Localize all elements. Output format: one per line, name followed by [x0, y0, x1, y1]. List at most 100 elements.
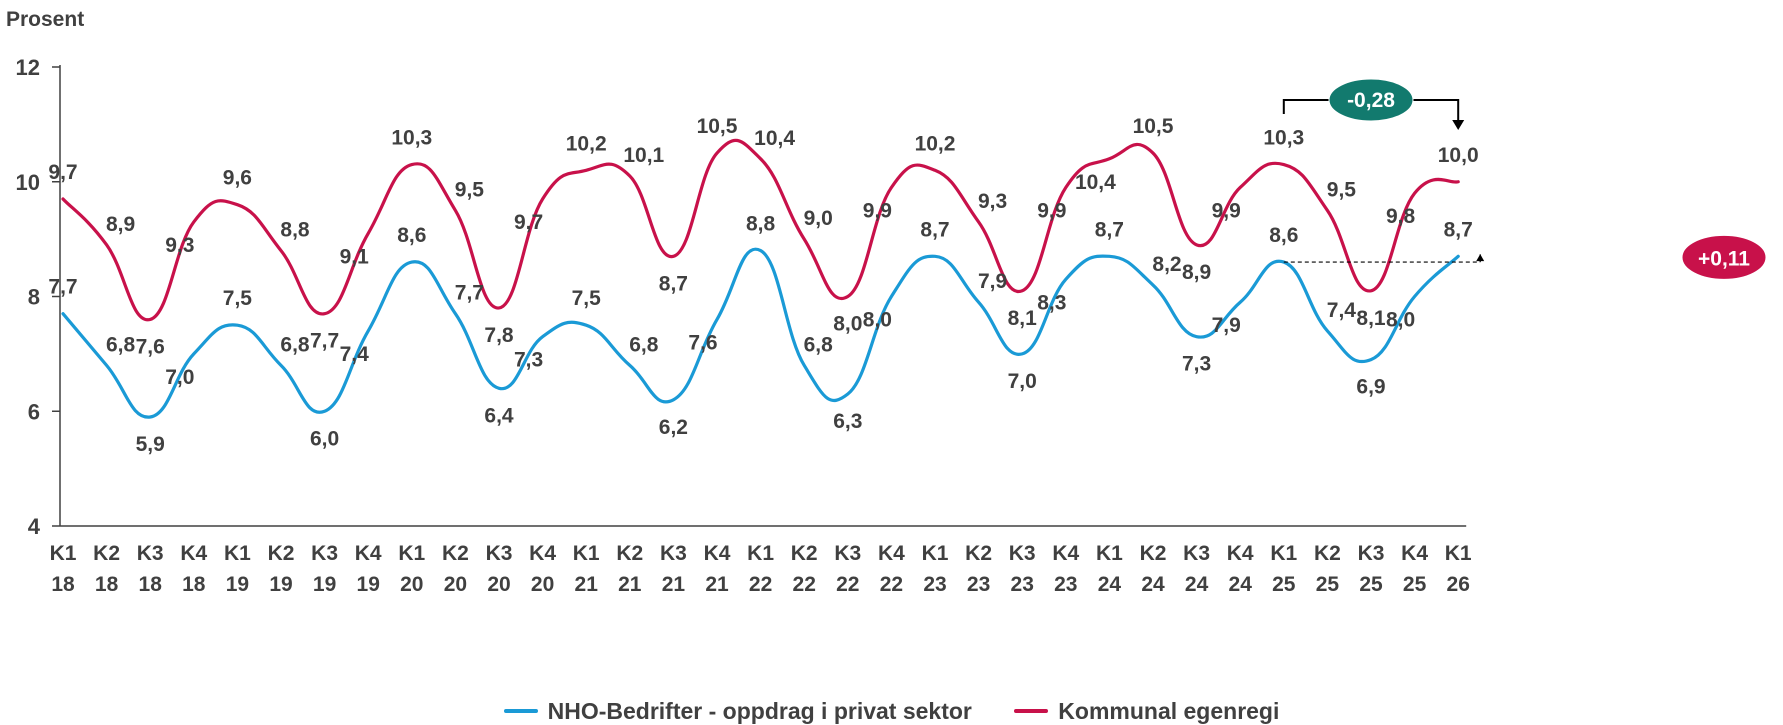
x-tick-label-year: 25 — [1316, 573, 1340, 596]
x-tick-label-year: 18 — [51, 573, 75, 596]
data-label-nho: 7,0 — [1008, 370, 1037, 393]
data-label-nho: 7,9 — [1212, 314, 1241, 337]
y-tick-labels: 4 6 8 10 12 — [16, 55, 41, 539]
data-label-kommunal: 10,2 — [915, 132, 956, 155]
data-label-nho: 7,4 — [1327, 299, 1357, 322]
data-label-kommunal: 10,4 — [754, 127, 795, 150]
blue-change-badge-text: +0,11 — [1698, 247, 1750, 270]
red-change-arrowhead — [1452, 120, 1465, 130]
x-tick-label-year: 25 — [1403, 573, 1427, 596]
x-tick-label-quarter: K1 — [398, 542, 425, 565]
x-tick-label-year: 23 — [1011, 573, 1034, 596]
y-tick-label: 4 — [28, 514, 41, 539]
x-tick-label-year: 19 — [226, 573, 249, 596]
data-label-nho: 6,3 — [833, 410, 862, 433]
x-tick-label-quarter: K2 — [268, 542, 295, 565]
x-tick-label-year: 21 — [575, 573, 599, 596]
y-tick-label: 10 — [16, 170, 40, 195]
y-tick-label: 8 — [28, 285, 40, 310]
data-label-nho: 7,7 — [48, 276, 77, 299]
data-label-nho: 7,4 — [340, 343, 370, 366]
data-label-nho: 8,0 — [863, 309, 892, 332]
data-label-kommunal: 8,9 — [106, 213, 135, 236]
data-label-kommunal: 10,1 — [623, 144, 664, 167]
x-tick-label-year: 24 — [1141, 573, 1165, 596]
series-line-kommunal — [61, 138, 1460, 322]
data-label-kommunal: 9,5 — [455, 178, 485, 201]
data-label-nho: 7,5 — [572, 287, 602, 310]
x-tick-label-quarter: K1 — [922, 542, 949, 565]
data-label-kommunal: 7,6 — [136, 335, 165, 358]
x-tick-label-quarter: K4 — [1052, 542, 1079, 565]
x-tick-label-quarter: K1 — [50, 542, 77, 565]
data-label-kommunal: 9,9 — [1037, 199, 1066, 222]
x-tick-label-quarter: K1 — [573, 542, 600, 565]
x-tick-label-year: 23 — [967, 573, 990, 596]
data-label-nho: 6,4 — [484, 404, 514, 427]
x-tick-label-year: 21 — [662, 573, 686, 596]
data-label-kommunal: 10,3 — [1263, 127, 1304, 150]
data-label-kommunal: 9,1 — [340, 245, 370, 268]
series-line-nho — [61, 247, 1460, 419]
red-change-badge — [1328, 78, 1414, 122]
x-tick-label-quarter: K2 — [1314, 542, 1341, 565]
x-tick-label-quarter: K2 — [1140, 542, 1167, 565]
data-label-nho: 7,6 — [688, 331, 717, 354]
x-tick-label-quarter: K3 — [1009, 542, 1036, 565]
data-label-kommunal: 8,7 — [659, 272, 688, 295]
x-tick-label-quarter: K4 — [878, 542, 905, 565]
x-tick-label-year: 22 — [749, 573, 772, 596]
data-label-kommunal: 8,0 — [833, 313, 862, 336]
red-change-badge-text: -0,28 — [1347, 89, 1395, 112]
x-tick-label-quarter: K4 — [1227, 542, 1254, 565]
x-tick-label-quarter: K4 — [355, 542, 382, 565]
x-tick-label-quarter: K3 — [660, 542, 687, 565]
x-tick-label-year: 21 — [618, 573, 642, 596]
x-tick-label-year: 22 — [880, 573, 903, 596]
data-label-kommunal: 8,9 — [1182, 261, 1211, 284]
x-tick-label-year: 25 — [1359, 573, 1383, 596]
data-label-kommunal: 9,0 — [804, 207, 833, 230]
x-tick-label-year: 19 — [357, 573, 380, 596]
x-tick-label-year: 18 — [95, 573, 119, 596]
data-label-nho: 8,7 — [920, 218, 949, 241]
x-tick-label-quarter: K3 — [311, 542, 338, 565]
data-label-kommunal: 9,3 — [978, 190, 1007, 213]
data-label-nho: 8,7 — [1444, 218, 1473, 241]
change-annotations: -0,28 +0,11 — [1282, 78, 1767, 280]
x-tick-label-quarter: K1 — [1270, 542, 1297, 565]
data-label-nho: 7,5 — [223, 287, 253, 310]
data-label-nho: 8,8 — [746, 213, 776, 236]
x-tick-label-quarter: K2 — [791, 542, 818, 565]
data-label-kommunal: 10,5 — [1133, 115, 1174, 138]
data-label-nho: 7,7 — [455, 282, 484, 305]
data-label-nho: 6,8 — [629, 333, 659, 356]
data-label-kommunal: 9,7 — [48, 161, 77, 184]
data-label-nho: 6,8 — [804, 333, 834, 356]
x-tick-label-year: 20 — [444, 573, 467, 596]
legend-label-blue: NHO-Bedrifter - oppdrag i privat sektor — [547, 697, 972, 724]
x-tick-label-quarter: K3 — [486, 542, 513, 565]
x-tick-label-year: 22 — [836, 573, 859, 596]
data-label-kommunal: 9,8 — [1386, 205, 1416, 228]
line-chart: 4 6 8 10 12 K1 18 K2 18 K3 18 K4 18 K1 19 K2 19 K3 19 K4 19… — [16, 55, 1767, 596]
x-tick-label-year: 18 — [139, 573, 163, 596]
data-label-kommunal: 7,8 — [484, 324, 514, 347]
x-tick-label-year: 22 — [793, 573, 816, 596]
x-tick-label-year: 18 — [182, 573, 206, 596]
y-tick-label: 6 — [28, 399, 40, 424]
x-tick-label-year: 25 — [1272, 573, 1296, 596]
x-tick-label-quarter: K2 — [93, 542, 120, 565]
y-axis-unit-label: Prosent — [6, 8, 85, 31]
x-tick-label-quarter: K4 — [1401, 542, 1428, 565]
x-tick-label-year: 21 — [705, 573, 729, 596]
x-tick-label-quarter: K3 — [834, 542, 861, 565]
data-label-nho: 8,3 — [1037, 291, 1066, 314]
x-tick-label-quarter: K4 — [180, 542, 207, 565]
data-label-nho: 8,6 — [397, 224, 426, 247]
legend: NHO-Bedrifter - oppdrag i privat sektor … — [0, 692, 1783, 725]
x-tick-label-quarter: K1 — [224, 542, 251, 565]
legend-swatch-red — [1014, 709, 1049, 713]
data-label-nho: 8,6 — [1269, 224, 1298, 247]
data-label-nho: 6,8 — [106, 333, 136, 356]
